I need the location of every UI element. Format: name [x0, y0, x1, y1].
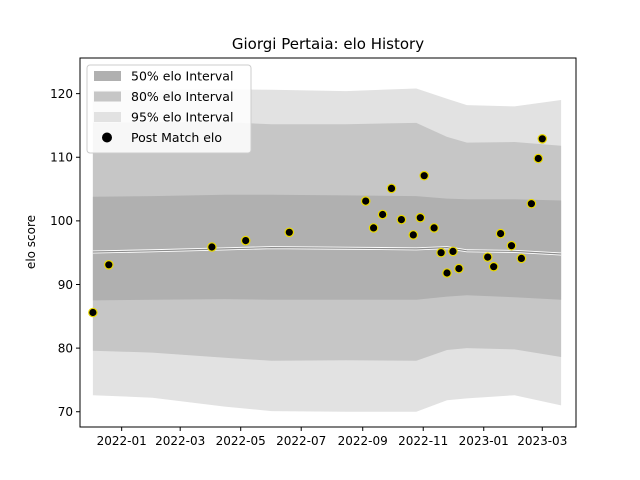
legend-label: 95% elo Interval [131, 110, 233, 125]
y-axis-label: elo score [24, 215, 38, 269]
legend-swatch [94, 71, 121, 81]
interval-bands [92, 88, 562, 412]
data-point [419, 170, 429, 181]
data-point [240, 235, 251, 246]
mean-line [92, 246, 562, 255]
data-point [495, 228, 506, 239]
data-point [396, 214, 407, 225]
x-tick-label: 2022-11 [398, 434, 448, 448]
data-point [360, 196, 371, 206]
x-tick-label: 2022-03 [155, 434, 205, 448]
chart-title: Giorgi Pertaia: elo History [232, 35, 424, 53]
data-point [436, 247, 446, 258]
data-point [537, 134, 548, 144]
y-tick-label: 80 [58, 341, 73, 355]
data-point [442, 268, 452, 278]
y-tick-label: 110 [50, 151, 73, 165]
data-point [207, 242, 217, 252]
y-tick-label: 90 [58, 278, 73, 292]
mean-elo-line [92, 246, 562, 256]
legend-box [86, 64, 252, 154]
data-point [454, 263, 464, 274]
y-tick-label: 70 [58, 405, 73, 419]
legend-swatch [94, 112, 121, 122]
data-point [104, 259, 114, 270]
data-point [526, 198, 537, 209]
data-point [368, 223, 379, 233]
x-tick-label: 2023-01 [459, 434, 509, 448]
y-axis-ticks: 70 80 90 100 110 120 [50, 87, 80, 419]
data-point [408, 230, 419, 240]
data-point [415, 212, 426, 223]
legend-label: Post Match elo [131, 130, 222, 145]
data-point [516, 253, 527, 264]
data-point [88, 307, 98, 318]
legend: 50% elo Interval 80% elo Interval 95% elo … [86, 64, 252, 154]
x-tick-label: 2023-03 [517, 434, 567, 448]
data-point [429, 223, 439, 233]
data-point [506, 240, 517, 251]
data-point [448, 246, 458, 257]
plot-frame [79, 57, 577, 428]
legend-swatch [94, 91, 121, 102]
y-tick-label: 100 [50, 214, 73, 228]
x-tick-label: 2022-01 [97, 434, 147, 448]
x-tick-label: 2022-07 [276, 434, 326, 448]
legend-label: 50% elo Interval [131, 69, 233, 84]
data-point [482, 252, 493, 262]
data-point [533, 153, 544, 164]
legend-label: 80% elo Interval [131, 89, 233, 104]
data-point [377, 209, 388, 220]
data-point [284, 227, 295, 238]
x-axis-ticks: 2022-01 2022-03 2022-05 2022-07 2022-09 2022-… [97, 427, 567, 448]
data-point [386, 183, 397, 194]
post-match-points [88, 134, 548, 318]
data-point [488, 261, 499, 272]
x-tick-label: 2022-05 [216, 434, 266, 448]
legend-marker [102, 132, 112, 143]
x-tick-label: 2022-09 [338, 434, 388, 448]
y-tick-label: 120 [50, 87, 73, 101]
